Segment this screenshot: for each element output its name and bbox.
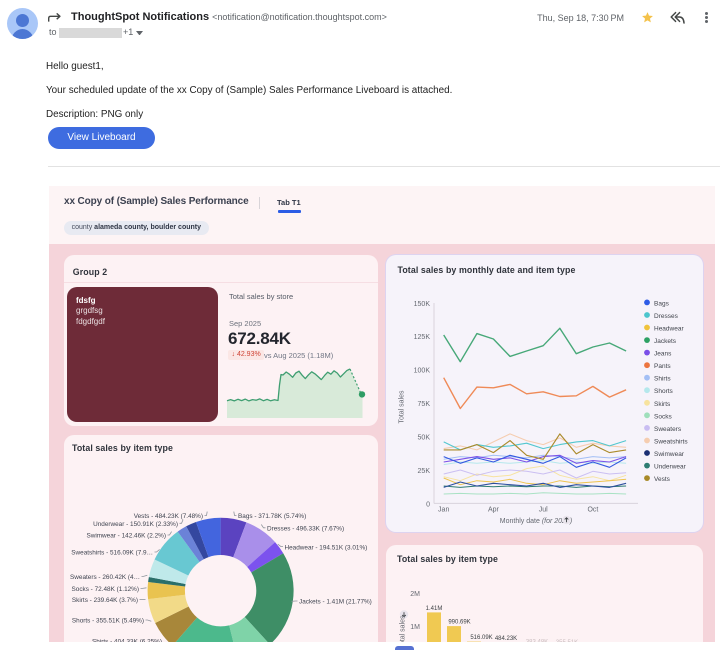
svg-text:25K: 25K [418, 468, 431, 475]
svg-text:Underwear: Underwear [654, 464, 687, 471]
svg-text:Headwear: Headwear [654, 326, 684, 333]
svg-text:125K: 125K [414, 334, 431, 341]
svg-text:Dresses: Dresses [654, 313, 679, 320]
svg-text:100K: 100K [414, 368, 431, 375]
svg-text:0: 0 [426, 501, 430, 508]
svg-text:Shirts: Shirts [654, 376, 671, 383]
svg-text:Swimwear: Swimwear [654, 451, 685, 458]
svg-text:Bags - 371.78K (5.74%): Bags - 371.78K (5.74%) [238, 513, 306, 520]
svg-text:Skirts: Skirts [654, 401, 671, 408]
svg-text:150K: 150K [414, 301, 431, 308]
svg-text:Oct: Oct [587, 507, 598, 514]
svg-text:Swimwear - 142.46K (2.2%): Swimwear - 142.46K (2.2%) [86, 533, 166, 540]
svg-text:Total sales: Total sales [399, 390, 406, 424]
svg-text:Bags: Bags [654, 300, 670, 307]
svg-text:Sweaters - 260.42K (4…: Sweaters - 260.42K (4… [70, 574, 140, 581]
svg-text:Shorts: Shorts [654, 388, 674, 395]
svg-text:Jul: Jul [539, 507, 548, 514]
svg-text:Total sales: Total sales [400, 615, 407, 642]
svg-text:Skirts - 239.64K (3.7%): Skirts - 239.64K (3.7%) [72, 597, 138, 604]
svg-text:Underwear - 150.91K (2.33%): Underwear - 150.91K (2.33%) [93, 521, 178, 528]
svg-text:Headwear - 194.51K (3.01%): Headwear - 194.51K (3.01%) [285, 544, 368, 551]
svg-text:50K: 50K [418, 435, 431, 442]
svg-text:Dresses - 496.33K (7.67%): Dresses - 496.33K (7.67%) [267, 526, 344, 533]
svg-text:516.09K: 516.09K [470, 635, 492, 641]
svg-text:1.41M: 1.41M [426, 606, 443, 612]
svg-text:Sweatshirts: Sweatshirts [654, 439, 688, 446]
svg-text:Pants: Pants [654, 363, 671, 370]
svg-text:Shirts - 404.33K (6.25%): Shirts - 404.33K (6.25%) [92, 639, 162, 642]
svg-text:Socks: Socks [654, 413, 672, 420]
svg-text:2M: 2M [410, 591, 420, 598]
svg-text:Jackets: Jackets [654, 338, 677, 345]
svg-text:Vests: Vests [654, 476, 671, 483]
svg-text:Jackets - 1.41M (21.77%): Jackets - 1.41M (21.77%) [299, 599, 372, 606]
svg-text:383.48K: 383.48K [526, 639, 548, 642]
svg-text:Jeans: Jeans [654, 351, 672, 358]
svg-text:Sweatshirts - 516.09K (7.9…: Sweatshirts - 516.09K (7.9… [71, 550, 153, 557]
svg-text:Sweaters: Sweaters [654, 426, 682, 433]
svg-text:484.23K: 484.23K [495, 636, 517, 642]
svg-text:Socks - 72.48K (1.12%): Socks - 72.48K (1.12%) [72, 586, 140, 593]
svg-text:75K: 75K [418, 401, 431, 408]
svg-text:Jan: Jan [438, 507, 449, 514]
svg-text:990.69K: 990.69K [448, 620, 470, 626]
svg-text:355.51K: 355.51K [556, 640, 578, 642]
svg-text:Apr: Apr [488, 507, 500, 514]
svg-text:Shorts - 355.51K (5.49%): Shorts - 355.51K (5.49%) [72, 618, 144, 625]
svg-text:1M: 1M [410, 624, 420, 631]
svg-text:Monthly date (for 2021): Monthly date (for 2021) [500, 518, 572, 525]
svg-text:Vests - 484.23K (7.48%): Vests - 484.23K (7.48%) [134, 513, 203, 520]
